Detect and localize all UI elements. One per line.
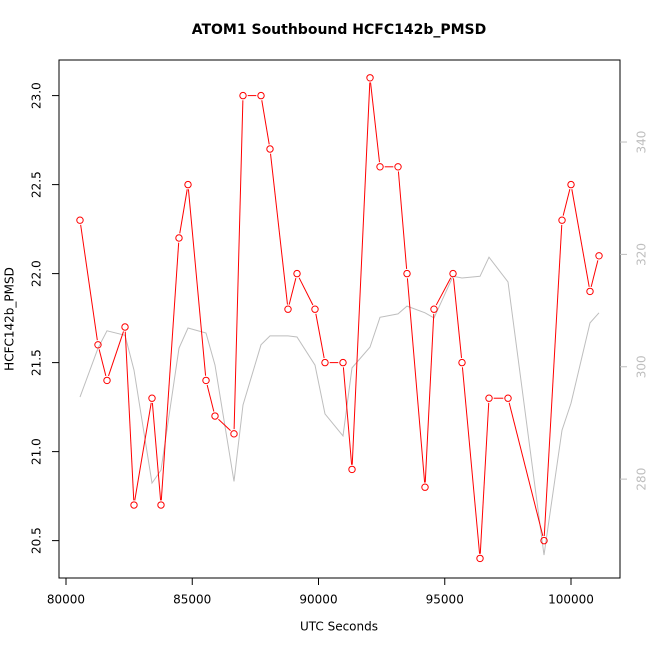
y-tick-label: 21.5 xyxy=(30,349,44,376)
connector xyxy=(479,402,490,554)
connector xyxy=(508,402,544,537)
x-tick-label: 85000 xyxy=(173,593,211,607)
connector xyxy=(543,224,563,536)
connector xyxy=(98,349,107,376)
point xyxy=(485,394,493,402)
connector xyxy=(270,153,288,305)
point xyxy=(376,163,384,171)
connector xyxy=(562,189,571,216)
point xyxy=(157,501,165,509)
point xyxy=(211,412,219,420)
y-tick-label: 20.5 xyxy=(30,527,44,554)
point xyxy=(348,465,356,474)
point xyxy=(321,358,329,367)
connector xyxy=(134,402,152,501)
point xyxy=(103,376,111,385)
connector xyxy=(435,277,452,306)
x-axis-label: UTC Seconds xyxy=(300,620,378,634)
y-tick-label: 21.0 xyxy=(30,438,44,465)
connector xyxy=(80,224,98,341)
connector xyxy=(160,242,180,501)
x-tick-label: 95000 xyxy=(426,593,464,607)
point xyxy=(595,252,603,260)
x-tick-label: 80000 xyxy=(47,593,85,607)
connector xyxy=(406,278,426,483)
connector xyxy=(298,277,314,306)
point xyxy=(366,74,374,82)
point xyxy=(130,501,138,509)
connector xyxy=(179,189,188,234)
point xyxy=(449,269,457,278)
connector xyxy=(206,384,215,412)
point xyxy=(121,323,129,331)
y-axis-label: HCFC142b_PMSD xyxy=(3,267,17,371)
point xyxy=(558,216,566,224)
point xyxy=(540,536,548,545)
connector xyxy=(424,313,435,483)
point xyxy=(311,305,319,313)
connector xyxy=(233,100,244,430)
point xyxy=(94,341,102,349)
connector xyxy=(108,331,124,377)
connector xyxy=(370,82,380,163)
point xyxy=(458,358,466,367)
point xyxy=(403,269,411,278)
point xyxy=(586,287,594,296)
point xyxy=(148,394,156,402)
point xyxy=(430,305,438,313)
series-line xyxy=(79,256,600,556)
connector xyxy=(124,331,135,501)
connector xyxy=(288,278,297,305)
connector xyxy=(397,171,408,269)
point xyxy=(257,91,265,100)
point xyxy=(76,216,84,224)
connector xyxy=(461,367,481,554)
y2-tick-label: 280 xyxy=(635,468,649,491)
connector xyxy=(571,189,590,287)
x-tick-label: 90000 xyxy=(299,593,337,607)
point xyxy=(339,358,347,367)
y-tick-label: 22.5 xyxy=(30,171,44,198)
point xyxy=(202,376,210,385)
point xyxy=(239,91,247,100)
point xyxy=(230,430,238,438)
x-tick-label: 100000 xyxy=(548,593,594,607)
connector xyxy=(452,278,463,358)
connector xyxy=(218,418,231,431)
connector xyxy=(590,260,599,287)
connector xyxy=(261,100,270,145)
point xyxy=(421,483,429,491)
point xyxy=(567,180,575,189)
point xyxy=(184,180,192,189)
y-tick-label: 22.0 xyxy=(30,260,44,287)
point xyxy=(476,554,484,563)
y2-tick-label: 320 xyxy=(635,243,649,266)
y2-tick-label: 300 xyxy=(635,355,649,378)
chart-title: ATOM1 Southbound HCFC142b_PMSD xyxy=(192,22,487,38)
point xyxy=(284,305,292,313)
point xyxy=(175,234,183,242)
connector xyxy=(187,189,207,376)
point xyxy=(504,394,512,402)
y2-tick-label: 340 xyxy=(635,131,649,154)
connector xyxy=(342,367,353,465)
point xyxy=(266,145,274,153)
connector xyxy=(351,82,371,465)
connector xyxy=(315,313,325,359)
y-tick-label: 23.0 xyxy=(30,82,44,109)
connector xyxy=(151,402,162,501)
point xyxy=(293,269,301,278)
point xyxy=(394,163,402,171)
plot-frame xyxy=(58,59,621,579)
